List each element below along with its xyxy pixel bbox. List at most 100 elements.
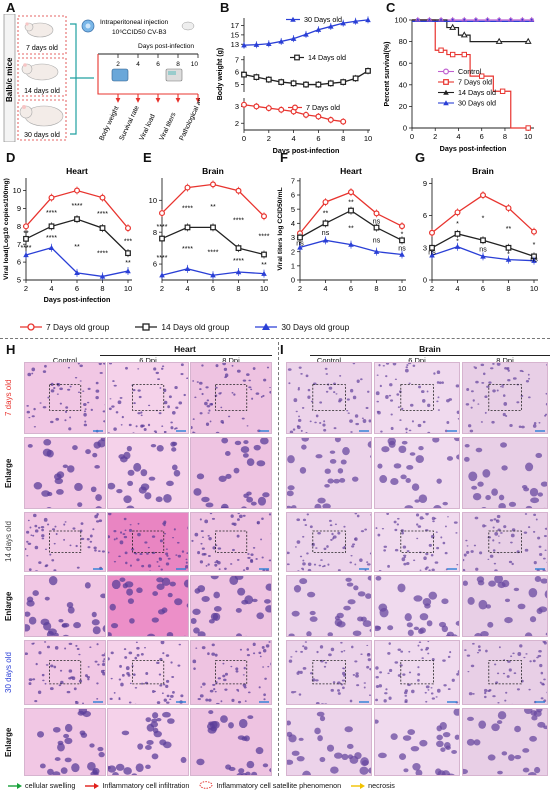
cell-nucleus [155, 371, 160, 375]
cell-nucleus [207, 534, 210, 537]
cell-nucleus [387, 438, 396, 446]
cell-nucleus [237, 735, 245, 740]
cell-nucleus [27, 372, 32, 377]
cell-nucleus [26, 410, 30, 414]
cell-nucleus [476, 651, 480, 654]
cell-nucleus [54, 757, 61, 761]
cell-nucleus [337, 468, 344, 474]
cell-nucleus [213, 591, 221, 599]
cell-nucleus [425, 685, 430, 689]
cell-nucleus [332, 681, 336, 684]
cell-nucleus [192, 431, 195, 433]
cell-nucleus [69, 544, 72, 547]
cell-nucleus [309, 610, 316, 616]
sig-upper: **** [259, 233, 270, 240]
cell-nucleus [402, 545, 407, 549]
cell-nucleus [63, 704, 65, 705]
cell-nucleus [266, 433, 269, 434]
sig-upper: **** [46, 210, 57, 217]
cell-nucleus [69, 416, 72, 419]
cell-nucleus [371, 539, 372, 541]
x-tick-label: 10 [398, 284, 406, 293]
cell-nucleus [542, 641, 546, 643]
series-legend-label: 14 Days old [308, 53, 346, 62]
cell-nucleus [487, 536, 492, 539]
cell-nucleus [176, 541, 180, 544]
cell-nucleus [113, 384, 117, 387]
cell-nucleus [40, 525, 45, 529]
brain-histology-tile [286, 708, 372, 776]
cell-nucleus [294, 546, 297, 548]
cell-nucleus [482, 372, 486, 376]
cell-nucleus [93, 546, 97, 550]
cell-nucleus [422, 598, 432, 606]
outcome-viral-titers: Viral titers [158, 111, 177, 142]
cell-nucleus [319, 715, 326, 722]
cell-nucleus [230, 665, 233, 668]
cell-nucleus [441, 770, 451, 775]
cell-nucleus [501, 465, 508, 471]
cell-nucleus [500, 386, 502, 388]
y-tick-label: 7 [291, 176, 295, 185]
cell-nucleus [163, 698, 167, 702]
cell-nucleus [84, 582, 91, 589]
data-point-2-4 [531, 257, 537, 263]
cell-nucleus [447, 516, 449, 518]
cell-nucleus [163, 400, 168, 405]
cell-nucleus [357, 591, 366, 597]
cell-nucleus [346, 743, 354, 750]
cell-nucleus [208, 619, 215, 624]
cell-nucleus [418, 446, 424, 451]
cell-nucleus [265, 569, 269, 571]
brain-column-header: 6 Dpi [408, 356, 426, 365]
cell-nucleus [309, 616, 318, 622]
cell-nucleus [105, 517, 106, 518]
cell-nucleus [209, 513, 213, 515]
y-tick-label: 6 [17, 258, 21, 267]
chart-title: Brain [202, 166, 224, 176]
cell-nucleus [368, 419, 371, 423]
cell-nucleus [123, 648, 127, 651]
cell-nucleus [246, 496, 254, 503]
cell-nucleus [59, 387, 63, 391]
cell-nucleus [403, 554, 407, 557]
cell-nucleus [309, 525, 313, 529]
cell-nucleus [423, 556, 427, 561]
cell-nucleus [243, 666, 246, 670]
cell-nucleus [527, 772, 537, 775]
cell-nucleus [417, 423, 422, 428]
cell-nucleus [213, 687, 216, 691]
survival-marker-14d-3 [524, 37, 532, 44]
cell-nucleus [127, 674, 131, 677]
legend-item-30d: 30 Days old group [255, 322, 349, 332]
x-axis-label: Days post-infection [44, 295, 111, 304]
cell-nucleus [394, 528, 398, 532]
cell-nucleus [542, 557, 546, 560]
cell-nucleus [225, 764, 232, 770]
data-point-2-0 [241, 101, 248, 108]
cell-nucleus [224, 567, 227, 570]
cell-nucleus [463, 553, 467, 557]
cell-nucleus [447, 655, 451, 659]
cell-nucleus [66, 690, 71, 694]
cell-nucleus [53, 665, 57, 669]
cell-nucleus [31, 415, 35, 418]
cell-nucleus [375, 698, 378, 702]
cell-nucleus [56, 488, 64, 495]
cell-nucleus [268, 559, 271, 562]
cell-nucleus [237, 587, 246, 596]
cell-nucleus [445, 634, 451, 636]
cell-nucleus [110, 622, 119, 629]
cell-nucleus [287, 368, 292, 371]
cell-nucleus [128, 528, 133, 533]
data-point-1-6 [315, 81, 322, 88]
cell-nucleus [340, 650, 344, 653]
cell-nucleus [442, 659, 446, 662]
cell-nucleus [133, 402, 136, 405]
cell-nucleus [151, 690, 155, 693]
x-tick-label: 6 [480, 132, 484, 141]
cell-nucleus [477, 645, 481, 649]
cell-nucleus [472, 399, 475, 402]
cell-nucleus [116, 489, 123, 494]
sig-lower: **** [208, 249, 219, 256]
